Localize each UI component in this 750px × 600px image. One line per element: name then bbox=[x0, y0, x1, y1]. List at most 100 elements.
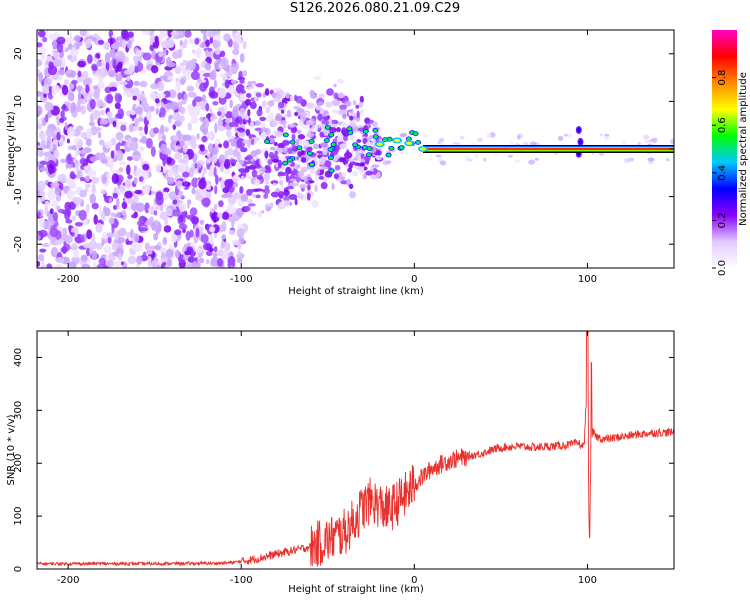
spectrogram-blob bbox=[91, 65, 98, 72]
spectrogram-blob bbox=[135, 167, 145, 177]
spectrogram-blob bbox=[399, 149, 404, 154]
spectrogram-blob bbox=[599, 133, 603, 137]
spectrogram-blob bbox=[65, 36, 75, 44]
spectrogram-blob bbox=[198, 168, 202, 174]
spectrogram-blob bbox=[357, 154, 362, 163]
spectrogram-blob bbox=[353, 143, 357, 147]
signal-lead-blob bbox=[376, 142, 383, 146]
spectrogram-blob bbox=[194, 248, 203, 253]
spectrogram-blob bbox=[210, 147, 218, 156]
spectrogram-blob bbox=[302, 123, 311, 129]
spectrogram-blob bbox=[187, 256, 195, 263]
spectrogram-blob bbox=[208, 130, 213, 142]
spectrogram-blob bbox=[267, 100, 275, 107]
spectrogram-blob bbox=[205, 189, 212, 201]
spectrogram-blob bbox=[644, 140, 650, 143]
spectrogram-blob bbox=[69, 49, 79, 57]
spectrogram-blob bbox=[79, 157, 87, 165]
spectrogram-blob bbox=[53, 149, 60, 158]
spectrogram-blob bbox=[73, 247, 80, 259]
spectrogram-blob bbox=[322, 149, 328, 156]
spectrogram-blob bbox=[200, 233, 209, 244]
spectrogram-blob bbox=[184, 250, 191, 256]
spectrogram-blob bbox=[176, 30, 183, 38]
spectrogram-blob bbox=[294, 94, 298, 102]
spectrogram-blob bbox=[275, 188, 280, 192]
spectrogram-blob bbox=[95, 98, 104, 108]
snr-y-tick-label: 400 bbox=[13, 348, 24, 367]
spectrogram-blob bbox=[228, 230, 236, 235]
spectrogram-blob bbox=[107, 235, 112, 244]
spectrogram-blob bbox=[174, 66, 182, 75]
spectrogram-blob bbox=[326, 88, 334, 96]
spectrogram-blob bbox=[105, 61, 110, 72]
spectrogram-blob bbox=[333, 92, 339, 100]
spectrogram-blob bbox=[72, 215, 76, 222]
spectrogram-blob bbox=[281, 172, 289, 176]
spectrogram-blob bbox=[130, 140, 139, 152]
spectrogram-blob bbox=[44, 114, 49, 123]
spectrogram-blob bbox=[254, 188, 263, 192]
spectrogram-blob bbox=[224, 180, 233, 190]
spectrogram-blob bbox=[43, 220, 52, 230]
spectrogram-blob bbox=[118, 167, 124, 173]
spectrogram-blob bbox=[567, 133, 573, 138]
spectrogram-blob bbox=[191, 177, 200, 188]
spectrogram-blob bbox=[211, 113, 216, 118]
spectrogram-blob bbox=[363, 146, 367, 149]
spectrogram-blob bbox=[283, 161, 287, 165]
spectrogram-blob bbox=[144, 124, 149, 135]
spectrogram-blob bbox=[312, 143, 320, 150]
signal-lead-blob bbox=[394, 138, 401, 143]
spectrogram-blob bbox=[622, 140, 626, 144]
spectrogram-blob bbox=[459, 135, 464, 140]
spectrogram-blob bbox=[194, 168, 200, 175]
spectrogram-blob bbox=[291, 134, 296, 141]
spectrogram-blob bbox=[201, 135, 208, 143]
spectrogram-blob bbox=[187, 91, 197, 98]
spectrogram-blob bbox=[164, 127, 169, 133]
spectrogram-blob bbox=[132, 150, 142, 162]
spectrogram-blob bbox=[38, 47, 47, 53]
spectrogram-blob bbox=[226, 203, 234, 215]
spectrogram-blob bbox=[288, 123, 296, 128]
spectrogram-blob bbox=[96, 61, 103, 67]
spectrogram-blob bbox=[104, 207, 111, 217]
signal-lead-blob bbox=[420, 147, 427, 151]
spectrogram-blob bbox=[323, 110, 329, 114]
spectrogram-blob bbox=[256, 174, 264, 180]
spectrogram-blob bbox=[69, 173, 77, 180]
spectrogram-blob bbox=[104, 141, 114, 149]
spectrogram-blob bbox=[67, 54, 73, 60]
spectrogram-blob bbox=[214, 185, 218, 195]
spectrogram-blob bbox=[37, 197, 41, 205]
colorbar-tick-label: 0.4 bbox=[717, 165, 728, 181]
spectrogram-blob bbox=[70, 183, 77, 189]
spectrogram-blob bbox=[185, 263, 194, 268]
spectrogram-blob bbox=[178, 190, 184, 198]
spectrogram-blob bbox=[438, 138, 445, 142]
spectrogram-blob bbox=[186, 103, 194, 112]
spectrogram-blob bbox=[103, 245, 112, 254]
spectrogram-blob bbox=[76, 101, 81, 111]
spectrogram-blob bbox=[161, 134, 167, 142]
spectrogram-blob bbox=[104, 52, 111, 63]
spectrogram-blob bbox=[66, 138, 70, 144]
spectrogram-blob bbox=[149, 34, 157, 43]
spectrogram-blob bbox=[132, 125, 139, 132]
spectrogram-blob bbox=[196, 133, 200, 140]
spectrogram-blob bbox=[325, 101, 333, 108]
spectrogram-blob bbox=[183, 153, 189, 165]
spectrogram-blob bbox=[264, 165, 271, 170]
spectrogram-blob bbox=[106, 111, 113, 119]
spectrogram-blob bbox=[209, 72, 214, 80]
spectrogram-blob bbox=[73, 190, 81, 195]
spectrogram-blob bbox=[110, 150, 115, 159]
snr-y-ticks: 0 100 200 300 400 bbox=[13, 348, 674, 572]
spectrogram-blob bbox=[127, 31, 134, 38]
spectrogram-blob bbox=[89, 156, 98, 163]
spectrogram-blob bbox=[264, 181, 270, 185]
spectrogram-blob bbox=[124, 190, 133, 199]
spectrogram-blob bbox=[39, 130, 45, 140]
spectrogram-blob bbox=[244, 98, 252, 106]
